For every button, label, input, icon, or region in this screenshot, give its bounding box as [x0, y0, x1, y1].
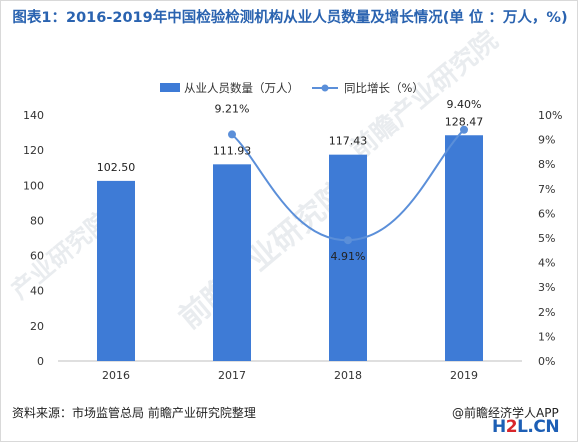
- x-tick-label: 2018: [334, 369, 362, 382]
- logo-h: H: [492, 417, 506, 437]
- right-tick-label: 2%: [538, 306, 555, 319]
- left-tick-label: 100: [23, 179, 44, 192]
- source-note: 资料来源：市场监管总局 前瞻产业研究院整理: [12, 406, 256, 420]
- right-tick-label: 5%: [538, 232, 555, 245]
- right-tick-label: 4%: [538, 257, 555, 270]
- right-tick-label: 10%: [538, 109, 562, 122]
- growth-value-label: 9.40%: [447, 98, 482, 111]
- bar-value-label: 128.47: [445, 115, 484, 128]
- growth-point: [344, 236, 352, 245]
- right-tick-label: 3%: [538, 281, 555, 294]
- growth-value-label: 4.91%: [331, 250, 366, 263]
- chart-title: 图表1：2016-2019年中国检验检测机构从业人员数量及增长情况(单 位 ：万…: [12, 10, 568, 26]
- x-tick-label: 2016: [102, 369, 130, 382]
- logo-2: 2: [505, 417, 518, 437]
- right-tick-label: 0%: [538, 355, 555, 368]
- bar-value-label: 102.50: [97, 161, 136, 174]
- growth-value-label: 9.21%: [215, 102, 250, 115]
- bars: [97, 135, 483, 361]
- app-watermark: @前瞻经济学人APP: [452, 406, 559, 420]
- left-tick-label: 0: [37, 355, 44, 368]
- left-tick-label: 20: [30, 320, 44, 333]
- legend-label-line: 同比增长（%）: [344, 81, 424, 95]
- right-tick-label: 1%: [538, 330, 555, 343]
- bar-value-label: 117.43: [329, 135, 368, 148]
- left-tick-label: 80: [30, 214, 44, 227]
- left-tick-label: 120: [23, 144, 44, 157]
- h2l-logo: H2L.CN: [492, 417, 574, 439]
- growth-line: [228, 125, 468, 245]
- legend-swatch-bar: [160, 83, 180, 92]
- x-tick-label: 2019: [450, 369, 478, 382]
- logo-rest: L.CN: [517, 417, 560, 437]
- legend-marker-line: [321, 84, 329, 92]
- bar: [213, 164, 251, 361]
- svg-text:前瞻产业研究院: 前瞻产业研究院: [173, 174, 356, 336]
- bar: [445, 135, 483, 361]
- right-tick-label: 6%: [538, 207, 555, 220]
- bar: [329, 154, 367, 361]
- left-tick-label: 60: [30, 250, 44, 263]
- bar-value-label: 111.93: [213, 144, 252, 157]
- right-tick-label: 7%: [538, 183, 555, 196]
- background-watermarks: 前瞻产业研究院 前瞻产业研究院 产业研究院: [6, 25, 504, 337]
- bar: [97, 180, 135, 361]
- growth-point: [460, 125, 468, 134]
- legend: 从业人员数量（万人） 同比增长（%）: [160, 81, 424, 95]
- growth-point: [228, 130, 236, 139]
- legend-label-bar: 从业人员数量（万人）: [184, 81, 299, 95]
- x-tick-label: 2017: [218, 369, 246, 382]
- left-tick-label: 140: [23, 109, 44, 122]
- data-labels: 102.50 111.93 117.43 128.47 9.21% 4.91% 9.40%: [97, 98, 484, 263]
- left-tick-label: 40: [30, 285, 44, 298]
- right-tick-label: 9%: [538, 134, 555, 147]
- right-tick-label: 8%: [538, 158, 555, 171]
- axes: 0 20 40 60 80 100 120 140 0% 1% 2% 3% 4% 5% 6% 7% 8% 9% 10…: [23, 109, 562, 382]
